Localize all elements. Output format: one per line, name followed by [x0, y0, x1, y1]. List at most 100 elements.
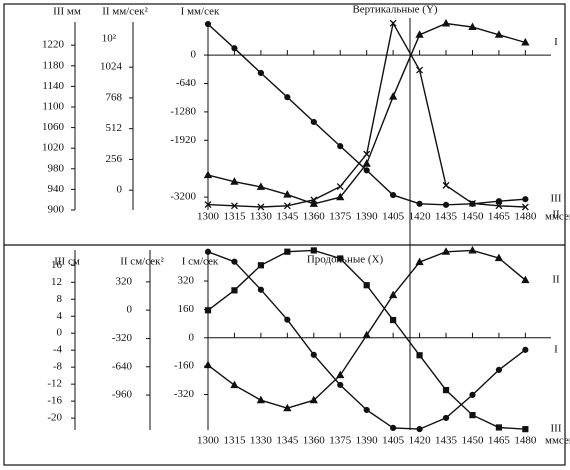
- marker: [415, 257, 424, 266]
- x-tick-label: 1450: [461, 211, 484, 223]
- x-tick-label: 1315: [223, 435, 246, 447]
- marker: [257, 203, 265, 211]
- y-tick-label: 0: [191, 49, 197, 61]
- marker: [415, 30, 424, 38]
- marker: [522, 346, 529, 353]
- marker: [469, 200, 476, 207]
- marker: [469, 391, 476, 398]
- marker: [363, 167, 370, 174]
- y-tick-label: -20: [47, 412, 62, 424]
- marker: [256, 395, 266, 404]
- series-label: II: [552, 209, 560, 221]
- marker: [284, 316, 291, 323]
- marker: [416, 426, 423, 433]
- marker: [257, 262, 264, 269]
- y-tick-label: 1020: [42, 142, 65, 154]
- marker: [390, 316, 397, 324]
- y-tick-label: 1220: [42, 39, 65, 51]
- y-tick-label: 1140: [42, 80, 64, 92]
- y-tick-label: 1100: [42, 101, 64, 113]
- marker: [468, 245, 477, 254]
- marker: [442, 386, 450, 394]
- x-tick-label: 1405: [382, 435, 405, 447]
- y-tick-label: 16: [51, 259, 63, 271]
- marker: [257, 286, 264, 293]
- x-tick-label: 1330: [250, 211, 273, 223]
- marker: [284, 248, 291, 255]
- marker: [230, 380, 239, 389]
- x-tick-label: 1360: [303, 435, 326, 447]
- y-tick-label: 512: [106, 122, 123, 134]
- marker: [204, 201, 212, 209]
- marker: [203, 170, 213, 179]
- axis-title: I см/сек: [182, 256, 219, 268]
- y-tick-label: -640: [112, 360, 133, 372]
- x-tick-label: 1420: [409, 211, 432, 223]
- marker: [442, 201, 450, 208]
- x-tick-label: 1450: [461, 435, 484, 447]
- marker: [442, 181, 450, 189]
- y-tick-label: 1060: [42, 121, 65, 133]
- marker: [441, 18, 451, 27]
- y-tick-label: 160: [178, 303, 195, 315]
- x-tick-label: 1360: [303, 211, 326, 223]
- marker: [521, 203, 529, 211]
- y-tick-label: -1280: [170, 105, 196, 117]
- marker: [336, 183, 344, 191]
- chart-title: Вертикальные (Y): [352, 4, 437, 16]
- marker: [310, 118, 317, 126]
- marker: [494, 253, 504, 262]
- x-tick-label: 1375: [329, 211, 352, 223]
- marker: [494, 30, 504, 38]
- marker: [310, 247, 317, 254]
- y-tick-label: 940: [48, 183, 65, 195]
- marker: [283, 403, 292, 412]
- marker: [283, 202, 291, 210]
- x-tick-label: 1390: [356, 211, 379, 223]
- chart-title: Продольные (X): [307, 254, 384, 266]
- axis-title: III мм: [53, 6, 81, 18]
- y-tick-label: 4: [57, 310, 63, 322]
- marker: [230, 202, 238, 210]
- marker: [468, 22, 477, 31]
- x-tick-label: 1300: [197, 435, 220, 447]
- marker: [389, 19, 397, 27]
- marker: [521, 37, 530, 46]
- marker: [203, 360, 213, 369]
- marker: [284, 94, 291, 101]
- x-tick-label: 1345: [276, 211, 299, 223]
- marker: [495, 366, 503, 373]
- x-tick-label: 1435: [435, 435, 458, 447]
- marker: [310, 351, 317, 358]
- marker: [363, 282, 370, 289]
- y-tick-label: 980: [48, 162, 65, 174]
- y-tick-label: 8: [57, 293, 63, 305]
- y-tick-label: 1180: [42, 59, 64, 71]
- series-label: I: [554, 343, 558, 355]
- x-tick-label: 1390: [356, 435, 379, 447]
- axis-title: III см: [54, 256, 80, 268]
- marker: [388, 290, 398, 299]
- y-tick-label: -8: [53, 361, 63, 373]
- y-tick-label: 900: [48, 204, 65, 216]
- y-tick-label: -16: [47, 395, 62, 407]
- marker: [336, 192, 345, 201]
- y-tick-label: 0: [127, 304, 133, 316]
- marker: [310, 196, 318, 204]
- y-tick-label: 0: [117, 184, 123, 196]
- marker: [204, 20, 212, 28]
- axis-title: I мм/сек: [181, 6, 220, 18]
- y-tick-label: -12: [47, 378, 62, 390]
- marker: [231, 258, 238, 265]
- y-tick-label: 0: [57, 327, 63, 339]
- series-label: II: [552, 274, 560, 286]
- marker: [363, 150, 371, 158]
- marker: [309, 199, 318, 207]
- y-tick-label: 12: [51, 276, 62, 288]
- x-axis-label: ммсек: [545, 211, 570, 223]
- axis-multiplier: 10²: [102, 33, 117, 45]
- y-tick-label: 768: [106, 91, 123, 103]
- marker: [522, 196, 529, 203]
- marker: [362, 159, 371, 167]
